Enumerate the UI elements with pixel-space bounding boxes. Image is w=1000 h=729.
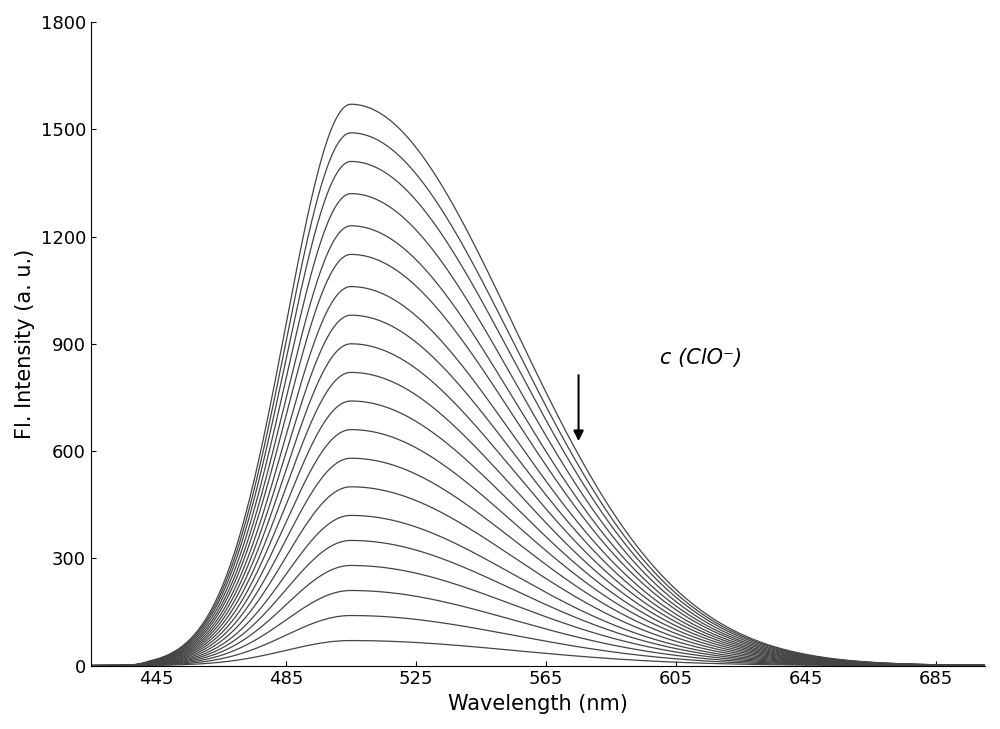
Text: c (ClO⁻): c (ClO⁻)	[660, 348, 742, 368]
Y-axis label: Fl. Intensity (a. u.): Fl. Intensity (a. u.)	[15, 249, 35, 439]
X-axis label: Wavelength (nm): Wavelength (nm)	[448, 694, 628, 714]
